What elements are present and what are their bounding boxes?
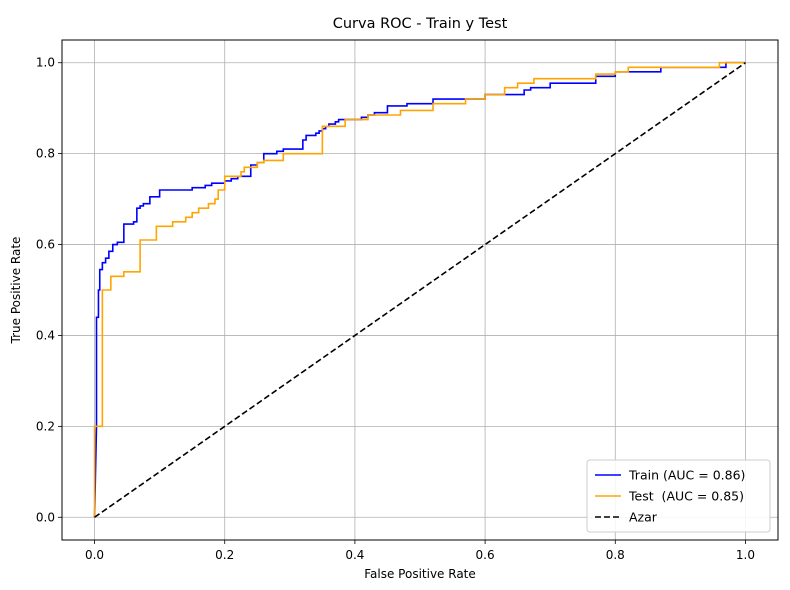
series-line-1 xyxy=(93,61,746,518)
plot-lines xyxy=(93,61,746,518)
y-tick-label: 0.0 xyxy=(36,510,55,524)
legend: Train (AUC = 0.86) Test (AUC = 0.85) Azar xyxy=(586,459,771,533)
y-tick-label: 0.4 xyxy=(36,328,55,342)
legend-label: Test (AUC = 0.85) xyxy=(628,489,744,504)
chart-title: Curva ROC - Train y Test xyxy=(333,16,508,32)
y-tick-label: 0.8 xyxy=(36,147,55,161)
y-tick-label: 0.2 xyxy=(36,419,55,433)
series-line-2 xyxy=(94,62,746,518)
x-tick-label: 0.4 xyxy=(345,548,364,562)
x-tick-label: 0.2 xyxy=(215,548,234,562)
legend-label: Azar xyxy=(629,510,658,525)
legend-box xyxy=(586,459,771,533)
grid xyxy=(62,40,778,540)
legend-label: Train (AUC = 0.86) xyxy=(628,468,745,483)
x-axis-label: False Positive Rate xyxy=(364,567,476,581)
y-tick-label: 1.0 xyxy=(36,56,55,70)
x-tick-label: 0.0 xyxy=(85,548,104,562)
ticks: 0.0 0.2 0.4 0.6 0.8 1.0 0.0 0.2 0.4 0.6 0.8 1.0 xyxy=(36,56,755,562)
x-tick-label: 0.8 xyxy=(606,548,625,562)
plot-frame xyxy=(61,39,779,541)
y-tick-label: 0.6 xyxy=(36,238,55,252)
x-tick-label: 0.6 xyxy=(476,548,495,562)
series-line-0 xyxy=(93,61,746,518)
x-tick-label: 1.0 xyxy=(736,548,755,562)
y-axis-label: True Positive Rate xyxy=(9,237,23,345)
